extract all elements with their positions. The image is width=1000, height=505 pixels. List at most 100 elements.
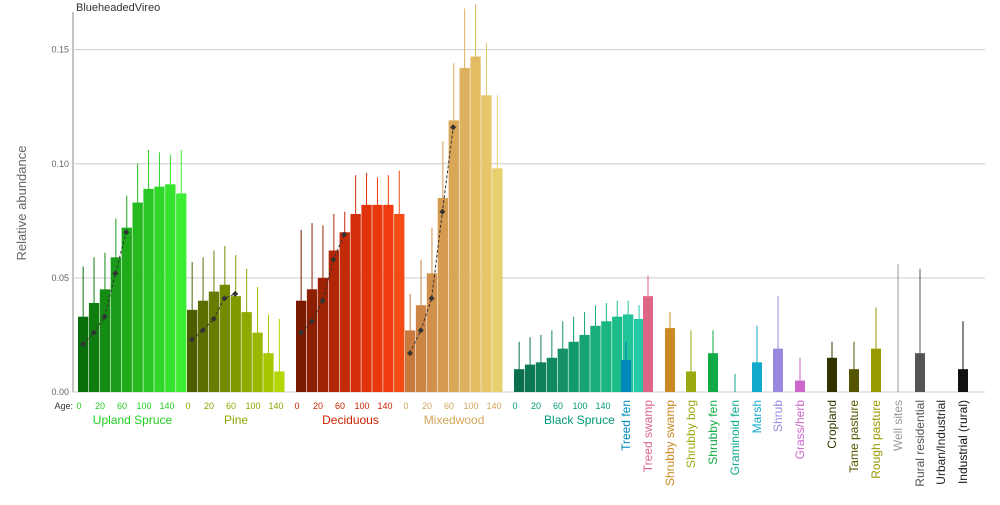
trend-line [82,232,127,345]
habitat-bar [708,353,718,392]
chart-title: BlueheadedVireo [76,2,160,14]
habitat-bar [665,328,675,392]
trend-point [308,318,315,325]
age-tick-label: 100 [572,401,587,411]
bar [492,168,503,392]
trend-point [112,270,119,277]
trend-point [319,297,326,304]
age-tick-label: 60 [117,401,127,411]
age-tick-label: 0 [76,401,81,411]
age-tick-label: 100 [136,401,151,411]
trend-point [298,329,304,336]
bar [481,95,492,392]
bar [339,232,350,392]
habitat-label: Treed fen [619,400,633,451]
trend-point [221,295,228,302]
bar [448,120,459,393]
age-tick-label: 20 [313,401,323,411]
age-tick-label: 60 [444,401,454,411]
habitat-label: Shrubby swamp [663,400,677,486]
bar [121,227,132,392]
habitat-label: Shrubby bog [684,400,698,468]
bar [601,321,612,392]
bar [612,316,623,392]
group-label: Upland Spruce [93,413,173,427]
group-label: Black Spruce [544,413,615,427]
trend-point [80,341,86,348]
age-tick-label: 20 [422,401,432,411]
group-label: Pine [224,413,248,427]
trend-point [101,313,108,320]
bar [165,184,176,392]
habitat-label: Industrial (rural) [956,400,970,484]
bar [470,56,481,393]
y-axis-ticks: 0.00 0.05 0.10 0.15 [51,45,69,397]
trend-point [210,315,217,322]
age-tick-label: 140 [159,401,174,411]
habitat-label: Well sites [891,400,905,451]
trend-point [123,229,130,236]
habitat-label: Graminoid fen [728,400,742,475]
habitat-label: Treed swamp [641,400,655,473]
age-tick-label: 60 [335,401,345,411]
age-axis-label: Age: [54,401,73,411]
age-tick-label: 100 [245,401,260,411]
trend-point [189,336,195,343]
trend-point [232,290,239,297]
age-tick-label: 0 [185,401,190,411]
bar [143,188,154,392]
trend-line [300,234,345,334]
habitat-label: Cropland [825,400,839,449]
trend-point [341,231,348,238]
age-tick-label: 0 [294,401,299,411]
bar [328,250,339,392]
trend-point [428,295,435,302]
habitat-label: Rough pasture [869,400,883,479]
category-labels: 0 20 60 100 140 Upland Spruce 0 20 60 100 140 Pine 0… [76,400,970,487]
y-tick-label: 0.10 [51,159,69,169]
habitat-label: Rural residential [913,400,927,487]
y-tick-label: 0.05 [51,273,69,283]
trend-point [199,327,206,334]
habitat-label: Urban/Industrial [934,400,948,485]
age-tick-label: 140 [377,401,392,411]
age-tick-label: 20 [204,401,214,411]
habitat-label: Shrubby fen [706,400,720,465]
trend-line [409,127,454,354]
trend-point [450,124,457,131]
age-tick-label: 140 [268,401,283,411]
y-tick-label: 0.00 [51,387,69,397]
trend-point [417,327,424,334]
age-tick-label: 100 [463,401,478,411]
habitat-bar [643,296,653,392]
trend-point [90,329,97,336]
bar [176,193,187,392]
group-label: Mixedwood [424,413,485,427]
bar [361,204,372,392]
age-tick-label: 100 [354,401,369,411]
habitat-label: Shrub [771,400,785,432]
age-tick-label: 0 [403,401,408,411]
bar [426,273,438,392]
age-tick-label: 140 [486,401,501,411]
trend-point [407,350,413,357]
bar [132,202,143,392]
bar [394,213,405,392]
bar [633,318,645,392]
y-tick-label: 0.15 [51,45,69,55]
bar [437,198,448,392]
habitat-label: Marsh [750,400,764,433]
bar [372,204,383,392]
group-label: Deciduous [322,413,379,427]
trend-point [439,208,446,215]
bar [459,67,470,392]
trend-line [191,293,236,340]
age-tick-label: 60 [553,401,563,411]
bar [590,325,601,392]
age-tick-label: 0 [512,401,517,411]
trend-point [330,256,337,263]
bar [383,204,394,392]
y-axis-label: Relative abundance [14,146,29,261]
